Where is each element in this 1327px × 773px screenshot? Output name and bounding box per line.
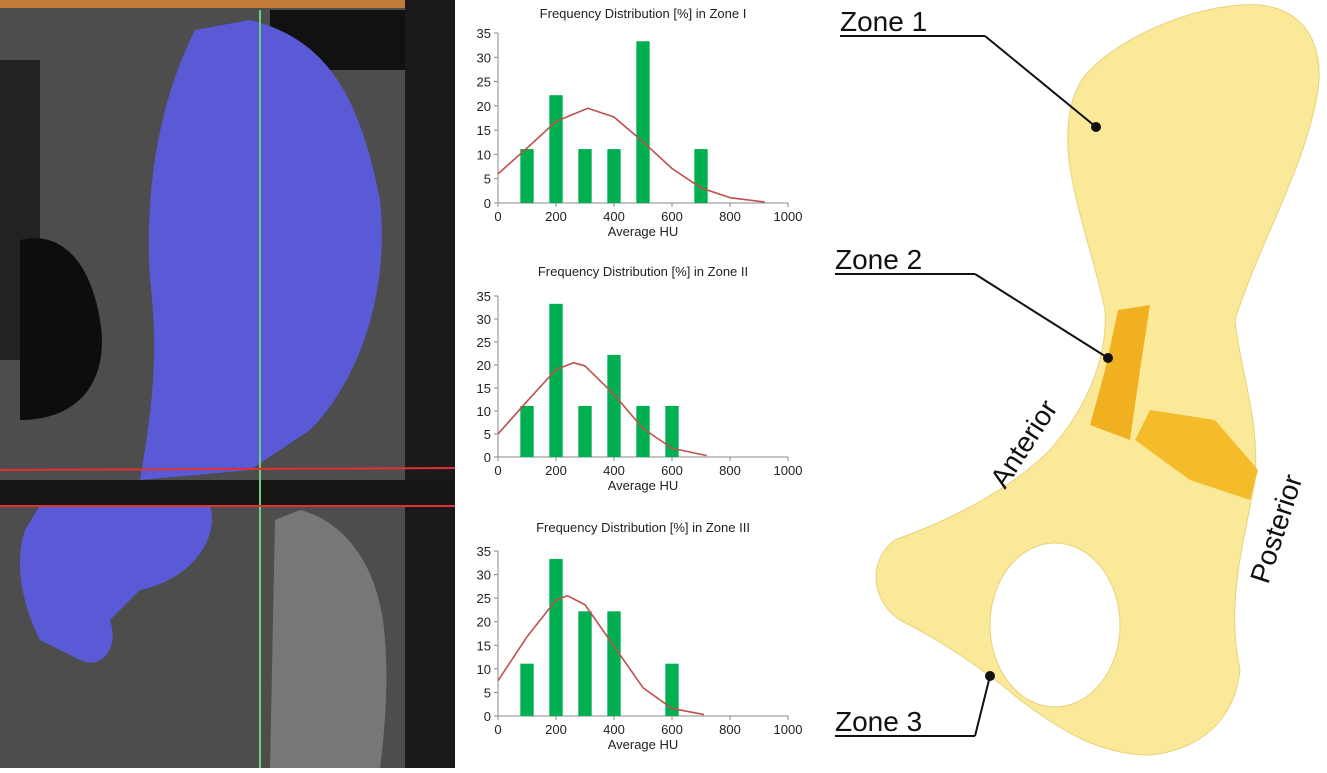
y-tick-label: 10 bbox=[477, 147, 491, 162]
y-tick-label: 35 bbox=[477, 26, 491, 41]
x-axis-label: Average HU bbox=[608, 737, 679, 752]
x-tick-label: 0 bbox=[494, 722, 501, 737]
y-tick-label: 30 bbox=[477, 50, 491, 65]
y-tick-label: 20 bbox=[477, 615, 491, 630]
x-tick-label: 600 bbox=[661, 209, 683, 224]
pelvis-diagram bbox=[876, 5, 1319, 755]
ct-image bbox=[0, 0, 455, 768]
bar bbox=[549, 304, 562, 457]
x-tick-label: 800 bbox=[719, 463, 741, 478]
y-tick-label: 25 bbox=[477, 75, 491, 90]
y-tick-label: 0 bbox=[484, 450, 491, 465]
x-tick-label: 0 bbox=[494, 463, 501, 478]
y-tick-label: 0 bbox=[484, 709, 491, 724]
y-tick-label: 25 bbox=[477, 335, 491, 350]
chart-title: Frequency Distribution [%] in Zone III bbox=[536, 520, 750, 535]
x-tick-label: 1000 bbox=[774, 722, 803, 737]
bar bbox=[549, 95, 562, 203]
figure: Zone 1 Zone 2 Zone 3 Anterior Posterior … bbox=[0, 0, 1327, 768]
x-tick-label: 400 bbox=[603, 722, 625, 737]
y-tick-label: 35 bbox=[477, 289, 491, 304]
x-tick-label: 400 bbox=[603, 209, 625, 224]
x-tick-label: 600 bbox=[661, 722, 683, 737]
bar bbox=[578, 149, 591, 203]
x-tick-label: 1000 bbox=[774, 209, 803, 224]
y-tick-label: 30 bbox=[477, 568, 491, 583]
y-tick-label: 15 bbox=[477, 123, 491, 138]
y-tick-label: 10 bbox=[477, 662, 491, 677]
zone-label: Zone 3 bbox=[835, 706, 922, 737]
bar bbox=[578, 611, 591, 716]
bar bbox=[607, 355, 620, 457]
x-tick-label: 600 bbox=[661, 463, 683, 478]
y-tick-label: 20 bbox=[477, 99, 491, 114]
chart-title: Frequency Distribution [%] in Zone I bbox=[540, 6, 747, 21]
y-tick-label: 10 bbox=[477, 404, 491, 419]
y-tick-label: 5 bbox=[484, 427, 491, 442]
bar bbox=[578, 406, 591, 457]
x-axis-label: Average HU bbox=[608, 224, 679, 239]
x-tick-label: 400 bbox=[603, 463, 625, 478]
y-tick-label: 25 bbox=[477, 591, 491, 606]
bar bbox=[520, 664, 533, 716]
x-tick-label: 0 bbox=[494, 209, 501, 224]
x-tick-label: 200 bbox=[545, 463, 567, 478]
y-tick-label: 15 bbox=[477, 638, 491, 653]
zone-label: Zone 1 bbox=[840, 6, 927, 37]
x-axis-label: Average HU bbox=[608, 478, 679, 493]
fit-curve bbox=[498, 108, 765, 202]
x-tick-label: 200 bbox=[545, 722, 567, 737]
bar bbox=[549, 559, 562, 716]
bar bbox=[636, 41, 649, 203]
y-tick-label: 15 bbox=[477, 381, 491, 396]
y-tick-label: 0 bbox=[484, 196, 491, 211]
bar bbox=[520, 406, 533, 457]
x-tick-label: 200 bbox=[545, 209, 567, 224]
x-tick-label: 800 bbox=[719, 209, 741, 224]
y-tick-label: 35 bbox=[477, 544, 491, 559]
y-tick-label: 20 bbox=[477, 358, 491, 373]
y-tick-label: 5 bbox=[484, 685, 491, 700]
bar bbox=[694, 149, 707, 203]
y-tick-label: 30 bbox=[477, 312, 491, 327]
bar bbox=[520, 149, 533, 203]
x-tick-label: 800 bbox=[719, 722, 741, 737]
y-tick-label: 5 bbox=[484, 172, 491, 187]
x-tick-label: 1000 bbox=[774, 463, 803, 478]
bar bbox=[607, 149, 620, 203]
bar bbox=[607, 611, 620, 716]
chart-title: Frequency Distribution [%] in Zone II bbox=[538, 264, 748, 279]
zone-label: Zone 2 bbox=[835, 244, 922, 275]
